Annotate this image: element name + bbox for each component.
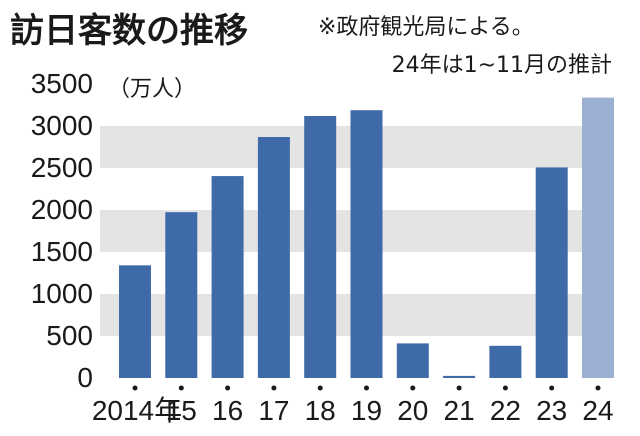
y-tick-label-1000: 1000 (31, 278, 93, 309)
x-tick-mark-19 (364, 385, 369, 391)
x-tick-label-21: 21 (444, 395, 475, 426)
bar-24 (582, 97, 614, 378)
x-tick-label-17: 17 (258, 395, 289, 426)
y-tick-label-3500: 3500 (31, 68, 93, 99)
y-tick-label-2500: 2500 (31, 152, 93, 183)
x-tick-label-24: 24 (582, 395, 613, 426)
bar-22 (489, 345, 522, 378)
bar-2014年 (119, 265, 151, 378)
bar-17 (257, 137, 290, 378)
chart-note-line2: 24年は1~11月の推計 (392, 53, 612, 78)
x-tick-label-22: 22 (490, 395, 521, 426)
y-axis-ticks: 0 500 1000 1500 2000 2500 3000 3500 (31, 68, 93, 393)
y-tick-label-2000: 2000 (31, 194, 93, 225)
x-tick-label-18: 18 (305, 395, 336, 426)
chart-note-line1: ※政府観光局による。 (318, 15, 534, 40)
y-tick-label-1500: 1500 (31, 236, 93, 267)
x-tick-mark-20 (410, 385, 416, 391)
bar-15 (165, 212, 198, 378)
y-axis-unit-label: （万人） (108, 77, 196, 102)
x-tick-mark-2014年 (132, 385, 138, 391)
chart-title: 訪日客数の推移 (10, 11, 248, 51)
y-tick-label-0: 0 (77, 362, 93, 393)
x-tick-mark-17 (271, 385, 277, 391)
x-tick-label-2014年: 2014年 (92, 395, 182, 426)
x-tick-label-19: 19 (351, 395, 382, 426)
x-tick-mark-16 (225, 385, 231, 391)
x-tick-mark-21 (456, 385, 462, 391)
x-tick-label-15: 15 (166, 395, 197, 426)
y-tick-label-3000: 3000 (31, 110, 93, 141)
x-tick-mark-18 (317, 385, 323, 391)
bar-16 (211, 176, 244, 378)
bar-18 (304, 116, 337, 378)
x-tick-mark-15 (178, 385, 184, 391)
bar-19 (350, 110, 383, 378)
x-tick-mark-22 (502, 385, 508, 391)
bars (119, 97, 614, 378)
bar-21 (443, 375, 476, 378)
x-tick-label-16: 16 (212, 395, 243, 426)
x-tick-label-23: 23 (536, 395, 567, 426)
x-tick-mark-24 (595, 385, 601, 391)
x-tick-label-20: 20 (397, 395, 428, 426)
x-tick-mark-23 (549, 385, 555, 391)
bar-20 (396, 343, 429, 378)
y-tick-label-500: 500 (46, 320, 93, 351)
bar-23 (535, 167, 568, 378)
